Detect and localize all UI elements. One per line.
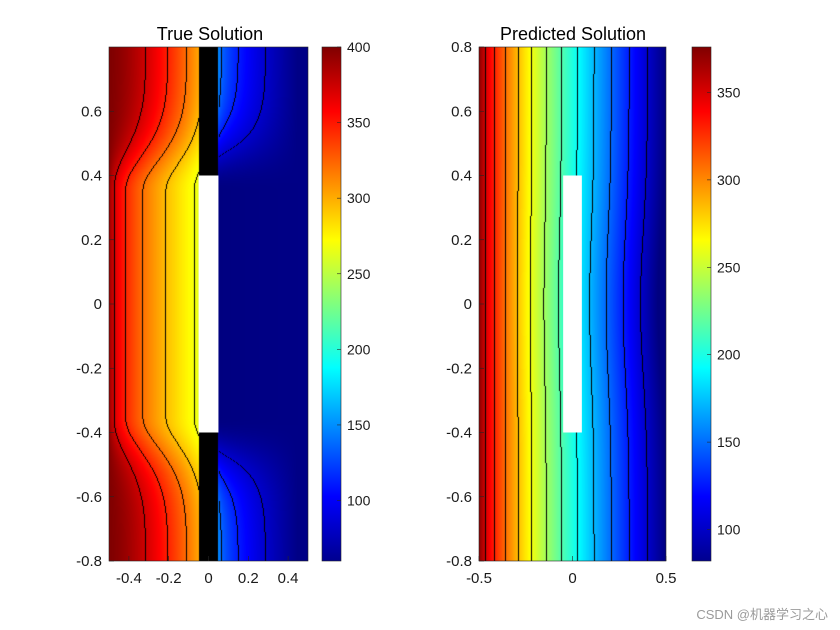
true-solution-panel: True Solution -0.4 -0.2 0 0.2 0.4-0.8-0.6-0.… — [76, 24, 309, 587]
true-solution-obstacle — [198, 175, 219, 433]
true-solution-ticks: -0.4 -0.2 0 0.2 0.4 -0.8 -0.6 -0.4 -0.2 0 0.2 0.4 0.… — [76, 103, 298, 587]
predicted-solution-colorbar-gradient — [691, 46, 712, 562]
colorbar-tick-label: 100 — [717, 522, 741, 538]
colorbar-tick-label: 300 — [347, 190, 371, 206]
y-tick-label: -0.2 — [76, 360, 102, 377]
watermark: CSDN @机器学习之心 — [696, 607, 828, 622]
y-tick-label: -0.8 — [446, 553, 472, 570]
y-tick-label: -0.8 — [76, 553, 102, 570]
y-tick-label: 0.8 — [451, 39, 472, 56]
colorbar-tick-label: 200 — [717, 347, 741, 363]
true-solution-title: True Solution — [157, 24, 263, 44]
predicted-solution-title: Predicted Solution — [500, 24, 646, 44]
predicted-solution-colorbar: 100 150 200 250 300 350 — [691, 46, 741, 562]
x-tick-label: 0 — [568, 570, 576, 587]
x-tick-label: 0.2 — [238, 570, 259, 587]
colorbar-tick-label: 300 — [717, 172, 741, 188]
x-tick-label: 0 — [204, 570, 212, 587]
true-solution-colorbar: 100 150 200 250 300 350 400 — [321, 39, 371, 562]
y-tick-label: 0.6 — [451, 103, 472, 120]
y-tick-label: -0.6 — [446, 489, 472, 506]
y-tick-label: 0.4 — [451, 168, 472, 185]
x-tick-label: -0.4 — [116, 570, 142, 587]
colorbar-tick-label: 400 — [347, 39, 371, 55]
y-tick-label: -0.4 — [76, 425, 102, 442]
colorbar-tick-label: 350 — [347, 115, 371, 131]
predicted-solution-obstacle — [563, 175, 582, 433]
y-tick-label: 0.6 — [81, 103, 102, 120]
y-tick-label: 0.2 — [451, 232, 472, 249]
y-tick-label: 0 — [94, 296, 102, 313]
predicted-solution-panel: Predicted Solution -0.5 0 0.5-0.8-0.6-0.4-… — [446, 24, 676, 587]
y-tick-label: -0.4 — [446, 425, 472, 442]
y-tick-label: 0.2 — [81, 232, 102, 249]
true-solution-colorbar-ticks: 100 150 200 250 300 350 400 — [337, 39, 371, 509]
x-tick-label: 0.5 — [656, 570, 677, 587]
colorbar-tick-label: 150 — [347, 417, 371, 433]
y-tick-label: -0.2 — [446, 360, 472, 377]
colorbar-tick-label: 150 — [717, 434, 741, 450]
true-solution-colorbar-gradient — [321, 46, 342, 562]
y-tick-label: 0.4 — [81, 168, 102, 185]
colorbar-tick-label: 250 — [717, 259, 741, 275]
colorbar-tick-label: 200 — [347, 341, 371, 357]
x-tick-label: -0.5 — [466, 570, 492, 587]
predicted-solution-ticks: -0.5 0 0.5 -0.8 -0.6 -0.4 -0.2 0 0.2 0.4 0.6 0.8 — [446, 39, 676, 587]
y-tick-label: -0.6 — [76, 489, 102, 506]
colorbar-tick-label: 100 — [347, 493, 371, 509]
colorbar-tick-label: 350 — [717, 84, 741, 100]
predicted-solution-colorbar-ticks: 100 150 200 250 300 350 — [707, 84, 741, 538]
x-tick-label: -0.2 — [156, 570, 182, 587]
y-tick-label: 0 — [464, 296, 472, 313]
x-tick-label: 0.4 — [278, 570, 299, 587]
colorbar-tick-label: 250 — [347, 266, 371, 282]
